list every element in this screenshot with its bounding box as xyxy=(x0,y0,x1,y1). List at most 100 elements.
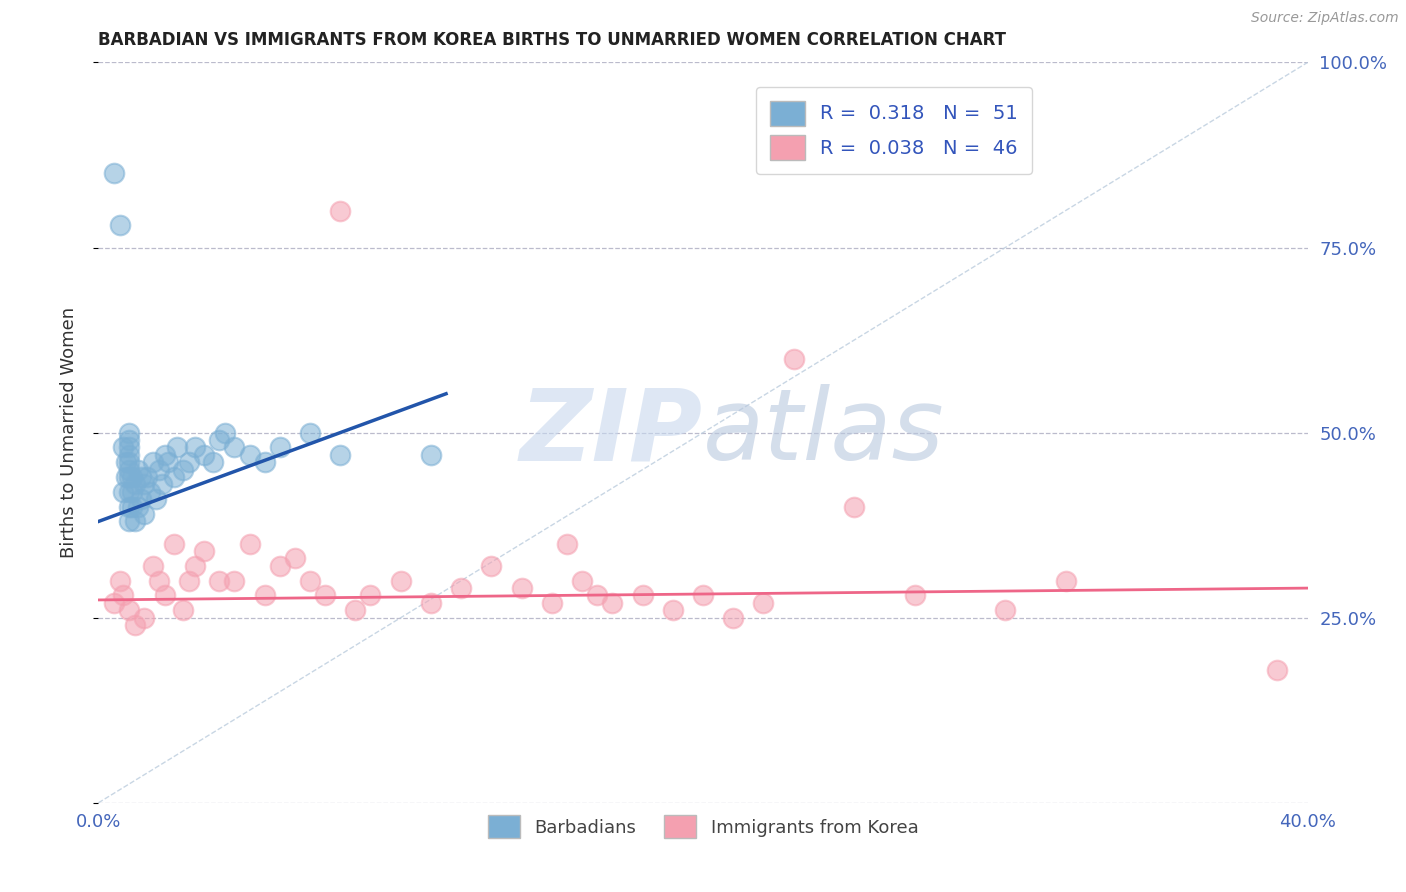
Point xyxy=(127,462,149,476)
Point xyxy=(103,596,125,610)
Point xyxy=(145,492,167,507)
Point xyxy=(540,596,562,610)
Point xyxy=(692,589,714,603)
Point xyxy=(118,484,141,499)
Point xyxy=(118,470,141,484)
Point xyxy=(299,425,322,440)
Point xyxy=(156,455,179,469)
Point xyxy=(118,448,141,462)
Point xyxy=(253,589,276,603)
Point xyxy=(172,603,194,617)
Point xyxy=(284,551,307,566)
Point xyxy=(135,470,157,484)
Point xyxy=(752,596,775,610)
Point xyxy=(329,448,352,462)
Point xyxy=(132,477,155,491)
Point xyxy=(904,589,927,603)
Point xyxy=(239,448,262,462)
Point xyxy=(253,455,276,469)
Point xyxy=(108,219,131,233)
Point xyxy=(420,596,443,610)
Point xyxy=(118,462,141,476)
Point xyxy=(179,574,201,588)
Point xyxy=(150,477,173,491)
Point xyxy=(163,470,186,484)
Point xyxy=(269,558,291,573)
Point xyxy=(132,610,155,624)
Point xyxy=(184,441,207,455)
Point xyxy=(202,455,225,469)
Point xyxy=(329,203,352,218)
Point xyxy=(118,515,141,529)
Point xyxy=(103,166,125,180)
Point xyxy=(129,492,152,507)
Point xyxy=(121,484,143,499)
Point xyxy=(844,500,866,514)
Point xyxy=(153,589,176,603)
Point xyxy=(118,425,141,440)
Point xyxy=(118,500,141,514)
Point xyxy=(661,603,683,617)
Point xyxy=(166,441,188,455)
Point xyxy=(571,574,593,588)
Point xyxy=(481,558,503,573)
Point xyxy=(239,536,262,550)
Point xyxy=(389,574,412,588)
Point xyxy=(118,433,141,447)
Point xyxy=(208,433,231,447)
Point xyxy=(111,441,134,455)
Point xyxy=(631,589,654,603)
Point xyxy=(148,462,170,476)
Text: ZIP: ZIP xyxy=(520,384,703,481)
Point xyxy=(344,603,367,617)
Point xyxy=(142,558,165,573)
Point xyxy=(172,462,194,476)
Point xyxy=(193,544,215,558)
Point xyxy=(114,455,136,469)
Point xyxy=(420,448,443,462)
Point xyxy=(299,574,322,588)
Point xyxy=(224,574,246,588)
Point xyxy=(121,470,143,484)
Point xyxy=(142,455,165,469)
Point xyxy=(129,470,152,484)
Point xyxy=(124,618,146,632)
Point xyxy=(555,536,578,550)
Point xyxy=(208,574,231,588)
Point xyxy=(114,470,136,484)
Point xyxy=(602,596,624,610)
Text: atlas: atlas xyxy=(703,384,945,481)
Point xyxy=(214,425,236,440)
Point xyxy=(314,589,336,603)
Point xyxy=(124,515,146,529)
Point xyxy=(163,536,186,550)
Point xyxy=(132,507,155,521)
Point xyxy=(193,448,215,462)
Point xyxy=(111,484,134,499)
Point xyxy=(1054,574,1077,588)
Point xyxy=(118,455,141,469)
Point xyxy=(1267,663,1289,677)
Point xyxy=(224,441,246,455)
Point xyxy=(510,581,533,595)
Point xyxy=(153,448,176,462)
Point xyxy=(360,589,382,603)
Point xyxy=(108,574,131,588)
Point xyxy=(179,455,201,469)
Point xyxy=(124,477,146,491)
Y-axis label: Births to Unmarried Women: Births to Unmarried Women xyxy=(59,307,77,558)
Point xyxy=(118,603,141,617)
Point xyxy=(139,484,162,499)
Text: Source: ZipAtlas.com: Source: ZipAtlas.com xyxy=(1251,11,1399,25)
Legend: Barbadians, Immigrants from Korea: Barbadians, Immigrants from Korea xyxy=(481,808,925,846)
Point xyxy=(127,500,149,514)
Point xyxy=(118,441,141,455)
Point xyxy=(783,351,806,366)
Point xyxy=(450,581,472,595)
Point xyxy=(586,589,609,603)
Text: BARBADIAN VS IMMIGRANTS FROM KOREA BIRTHS TO UNMARRIED WOMEN CORRELATION CHART: BARBADIAN VS IMMIGRANTS FROM KOREA BIRTH… xyxy=(98,31,1007,49)
Point xyxy=(111,589,134,603)
Point xyxy=(994,603,1017,617)
Point xyxy=(723,610,745,624)
Point xyxy=(184,558,207,573)
